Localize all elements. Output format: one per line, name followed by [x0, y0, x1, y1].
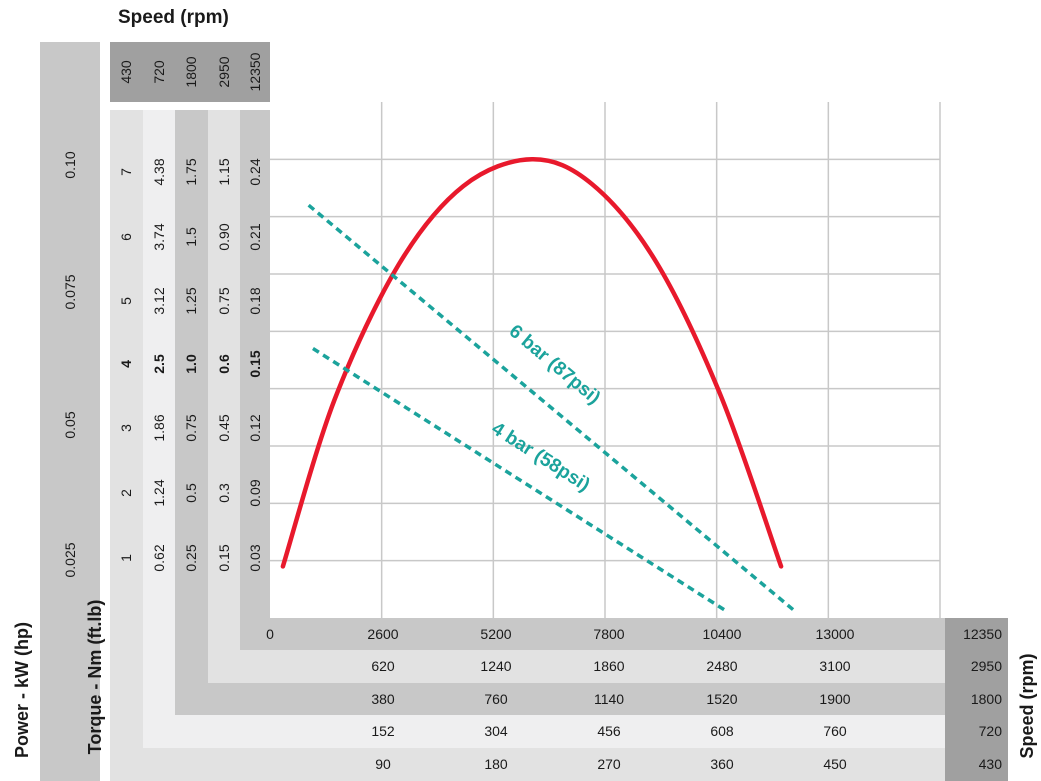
- x-tick-label: 608: [710, 723, 734, 739]
- x-tick-label: 5200: [480, 626, 512, 642]
- torque-band-1: [110, 110, 143, 781]
- x-tick-label: 180: [484, 756, 508, 772]
- x-tick-label: 3100: [819, 658, 851, 674]
- bottom-row-band-2: [208, 650, 945, 683]
- x-tick-label: 7800: [593, 626, 625, 642]
- x-tick-label: 1240: [480, 658, 512, 674]
- bottom-row-band-5: [110, 748, 945, 781]
- top-speed-header-band: [110, 42, 270, 102]
- x-tick-label: 2600: [367, 626, 399, 642]
- x-tick-label: 1900: [819, 691, 851, 707]
- pressure-line: [307, 203, 796, 612]
- bottom-row-band-3: [175, 683, 945, 715]
- row-speed-label: 1800: [970, 691, 1002, 707]
- x-tick-label: 304: [484, 723, 508, 739]
- grid-lines: [270, 102, 941, 618]
- x-tick-label: 1520: [706, 691, 738, 707]
- series-lines: [280, 157, 796, 612]
- x-tick-label: 620: [371, 658, 395, 674]
- right-speed-band: [945, 618, 1008, 781]
- x-tick-label: 760: [823, 723, 847, 739]
- row-speed-label: 430: [978, 756, 1002, 772]
- row-speed-label: 2950: [970, 658, 1002, 674]
- power-axis-band: [40, 42, 100, 781]
- x-tick-label: 90: [375, 756, 391, 772]
- x-tick-label: 380: [371, 691, 395, 707]
- bottom-row-band-4: [143, 715, 945, 748]
- row-speed-label: 12350: [963, 626, 1002, 642]
- x-tick-label: 2480: [706, 658, 738, 674]
- torque-band-4: [208, 110, 240, 683]
- torque-band-5: [240, 110, 270, 650]
- x-tick-label: 360: [710, 756, 734, 772]
- x-tick-label: 1860: [593, 658, 625, 674]
- x-tick-label: 0: [266, 626, 274, 642]
- series-labels: 6 bar (87psi)4 bar (58psi): [488, 321, 605, 496]
- pressure-line: [312, 347, 727, 612]
- pressure-line-label: 6 bar (87psi): [505, 321, 604, 409]
- x-tick-label: 152: [371, 723, 395, 739]
- bottom-row-band-1: [240, 618, 945, 650]
- x-tick-label: 1140: [593, 691, 625, 707]
- chart-title: Speed (rpm): [118, 7, 229, 28]
- x-tick-label: 456: [597, 723, 621, 739]
- x-tick-label: 270: [597, 756, 621, 772]
- row-speed-label: 720: [978, 723, 1002, 739]
- x-tick-label: 10400: [702, 626, 742, 642]
- x-tick-label: 13000: [815, 626, 855, 642]
- x-tick-label: 760: [484, 691, 508, 707]
- power-curve: [280, 157, 784, 569]
- x-tick-label: 450: [823, 756, 847, 772]
- torque-band-2: [143, 110, 175, 781]
- torque-band-3: [175, 110, 208, 715]
